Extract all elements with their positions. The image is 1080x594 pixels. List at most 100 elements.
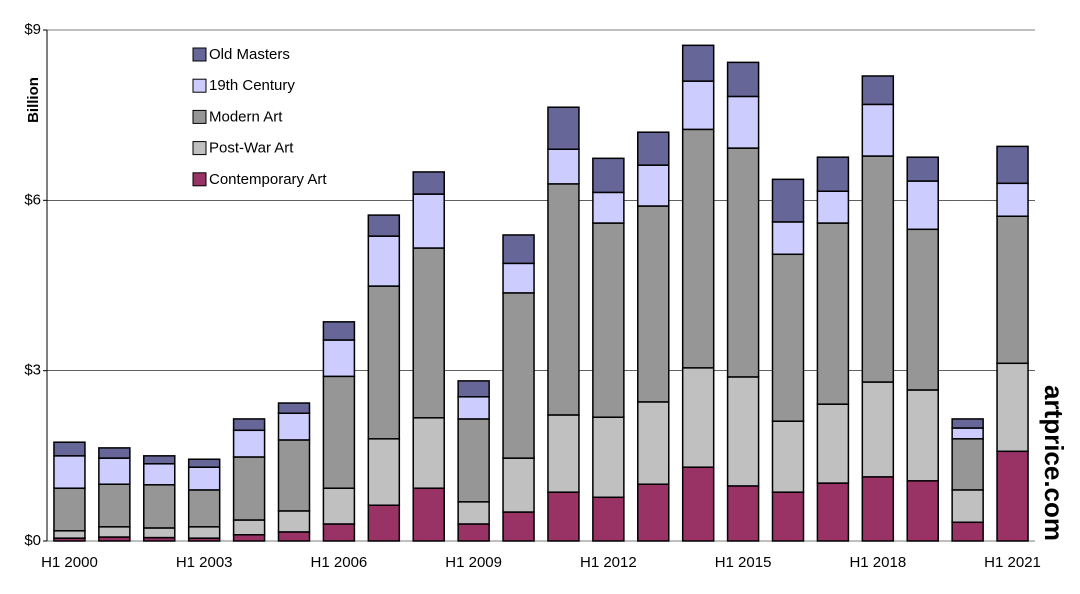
legend-label: 19th Century	[209, 77, 295, 94]
bar-segment	[53, 441, 86, 457]
legend-swatch	[192, 109, 207, 124]
bar-segment	[547, 414, 580, 493]
bar-segment	[726, 147, 760, 378]
bar-segment	[502, 292, 535, 459]
bar-segment	[232, 429, 266, 458]
watermark: artprice.com	[1039, 385, 1069, 541]
bar-segment	[681, 80, 715, 131]
x-tick-label: H1 2021	[984, 554, 1041, 571]
bar-segment	[861, 103, 895, 157]
bar-segment	[143, 527, 176, 539]
bar-segment	[187, 458, 221, 468]
bar-segment	[187, 466, 221, 491]
x-tick-label: H1 2012	[580, 554, 637, 571]
legend-label: Contemporary Art	[209, 171, 327, 188]
bar-segment	[771, 491, 805, 542]
x-tick-label: H1 2006	[311, 554, 368, 571]
bar-segment	[726, 376, 760, 487]
bar-segment	[592, 191, 625, 224]
bar-segment	[53, 455, 86, 489]
bar-segment	[412, 487, 445, 542]
bar-segment	[861, 476, 895, 542]
y-tick-label: $0	[24, 532, 41, 549]
legend-swatch	[192, 141, 207, 156]
bar-segment	[457, 523, 490, 542]
bar-segment	[906, 389, 939, 482]
x-tick-label: H1 2015	[715, 554, 772, 571]
bar-segment	[861, 75, 895, 106]
bar-segment	[771, 253, 805, 422]
bar-segment	[547, 491, 580, 542]
bar-segment	[996, 215, 1029, 365]
bar-segment	[143, 484, 176, 529]
bar-segment	[412, 417, 445, 489]
bar-segment	[232, 534, 266, 542]
bar-segment	[906, 180, 939, 231]
bar-segment	[502, 511, 535, 542]
bar-segment	[996, 362, 1029, 453]
bar-segment	[637, 401, 670, 485]
x-tick-label: H1 2000	[41, 554, 98, 571]
bar-segment	[906, 156, 939, 182]
bar-segment	[412, 171, 445, 195]
bar-segment	[681, 466, 715, 542]
bar-segment	[547, 148, 580, 185]
bar-segment	[232, 456, 266, 521]
bar-segment	[322, 487, 356, 525]
x-tick-label: H1 2018	[849, 554, 906, 571]
legend-swatch	[192, 172, 207, 187]
bar-segment	[681, 44, 715, 82]
bar-segment	[637, 131, 670, 166]
bar-segment	[98, 447, 131, 459]
bar-segment	[861, 381, 895, 478]
bar-segment	[502, 457, 535, 513]
bar-segment	[771, 420, 805, 493]
bar-segment	[322, 375, 356, 489]
bar-segment	[322, 339, 356, 378]
bar-segment	[681, 128, 715, 369]
y-tick-label: $9	[24, 21, 41, 38]
bar-segment	[906, 228, 939, 391]
bar-segment	[996, 145, 1029, 185]
bar-segment	[457, 380, 490, 398]
bar-segment	[637, 205, 670, 403]
bar-segment	[98, 483, 131, 528]
bar-segment	[367, 285, 401, 440]
x-tick-label: H1 2009	[445, 554, 502, 571]
bar-segment	[771, 178, 805, 223]
bar-segment	[816, 482, 850, 542]
bar-segment	[277, 531, 311, 542]
x-tick-label: H1 2003	[176, 554, 233, 571]
bar-segment	[592, 416, 625, 499]
bar-segment	[457, 396, 490, 420]
bar-segment	[277, 402, 311, 414]
bar-segment	[547, 106, 580, 150]
legend-swatch	[192, 47, 207, 62]
bar-segment	[187, 489, 221, 528]
bar-segment	[277, 439, 311, 512]
bar-segment	[951, 521, 984, 542]
bar-segment	[951, 418, 984, 429]
bar-segment	[816, 403, 850, 484]
bar-segment	[996, 450, 1029, 542]
y-tick-label: $3	[24, 362, 41, 379]
bar-segment	[816, 190, 850, 224]
bar-segment	[951, 427, 984, 440]
bar-segment	[98, 526, 131, 538]
bar-segment	[367, 438, 401, 506]
bar-segment	[53, 530, 86, 539]
legend-label: Modern Art	[209, 108, 283, 125]
bar-segment	[367, 214, 401, 237]
bar-segment	[322, 321, 356, 341]
bar-segment	[547, 183, 580, 416]
bar-segment	[861, 155, 895, 383]
y-tick-label: $6	[24, 191, 41, 208]
bar-segment	[637, 164, 670, 207]
bar-segment	[951, 489, 984, 524]
bar-segment	[726, 61, 760, 98]
bar-segment	[906, 480, 939, 542]
bar-segment	[816, 222, 850, 405]
bar-segment	[771, 221, 805, 256]
bar-segment	[996, 182, 1029, 217]
